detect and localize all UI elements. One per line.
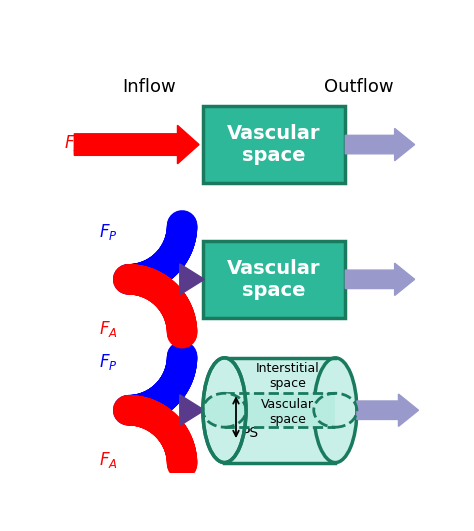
FancyArrow shape bbox=[346, 129, 415, 161]
Text: Interstitial
space: Interstitial space bbox=[255, 362, 319, 390]
Text: Vascular
space: Vascular space bbox=[228, 124, 321, 165]
Polygon shape bbox=[180, 395, 204, 426]
Ellipse shape bbox=[314, 358, 357, 463]
Polygon shape bbox=[180, 264, 204, 295]
Bar bbox=[225, 393, 335, 427]
Text: $\mathit{F}_A$: $\mathit{F}_A$ bbox=[99, 319, 118, 339]
Text: $\mathit{F}_A$: $\mathit{F}_A$ bbox=[64, 133, 83, 153]
FancyArrow shape bbox=[74, 125, 199, 164]
Text: Outflow: Outflow bbox=[324, 78, 394, 96]
FancyArrow shape bbox=[346, 263, 415, 295]
Text: $\mathit{F}_P$: $\mathit{F}_P$ bbox=[99, 353, 118, 372]
Text: Vascular
space: Vascular space bbox=[261, 398, 314, 426]
Text: $\mathit{F}_P$: $\mathit{F}_P$ bbox=[99, 221, 118, 242]
Ellipse shape bbox=[203, 358, 246, 463]
FancyArrow shape bbox=[357, 394, 419, 426]
Bar bbox=[225, 358, 335, 463]
Text: PS: PS bbox=[241, 426, 258, 440]
Text: Vascular
space: Vascular space bbox=[228, 259, 321, 300]
Ellipse shape bbox=[203, 393, 246, 427]
Text: $\mathit{F}_A$: $\mathit{F}_A$ bbox=[99, 450, 118, 470]
FancyBboxPatch shape bbox=[203, 241, 346, 318]
Text: Inflow: Inflow bbox=[122, 78, 176, 96]
FancyBboxPatch shape bbox=[203, 106, 346, 183]
